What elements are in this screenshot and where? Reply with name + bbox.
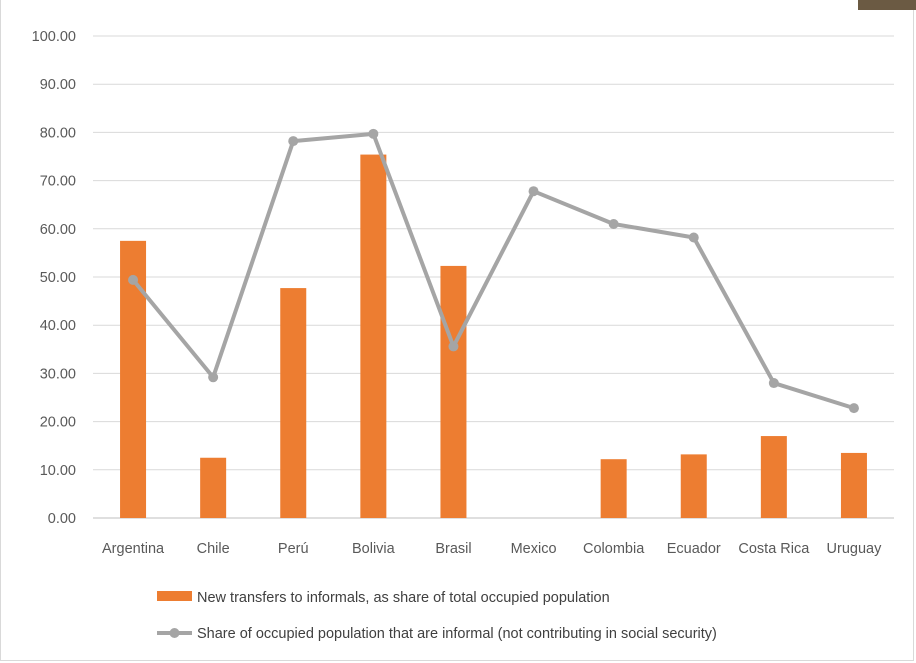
corner-decoration xyxy=(858,0,916,10)
series-line xyxy=(131,131,856,411)
line-point xyxy=(848,403,859,414)
bar xyxy=(120,240,147,518)
bar xyxy=(680,454,707,518)
x-tick-label: Chile xyxy=(197,541,230,557)
x-tick-label: Perú xyxy=(278,541,309,557)
legend-entry-bars: New transfers to informals, as share of … xyxy=(157,590,610,606)
x-tick-label: Mexico xyxy=(511,541,557,557)
y-tick-label: 40.00 xyxy=(40,318,76,334)
y-tick-label: 20.00 xyxy=(40,415,76,431)
line-point xyxy=(608,218,619,229)
x-tick-label: Ecuador xyxy=(667,541,721,557)
line-point xyxy=(288,136,299,147)
legend-bar-swatch xyxy=(157,591,192,601)
line-point xyxy=(128,274,139,285)
bar xyxy=(440,265,467,518)
legend-line-label: Share of occupied population that are in… xyxy=(197,626,717,642)
x-tick-label: Uruguay xyxy=(827,541,883,557)
y-tick-label: 60.00 xyxy=(40,222,76,238)
y-tick-label: 100.00 xyxy=(32,29,76,45)
y-axis-tick-labels: 0.00 10.00 20.00 30.00 40.00 50.00 60.00 70.00 8… xyxy=(32,29,76,527)
x-tick-label: Brasil xyxy=(435,541,471,557)
line-point xyxy=(448,341,459,352)
bar xyxy=(280,288,307,518)
bar xyxy=(600,459,627,518)
legend-bar-label: New transfers to informals, as share of … xyxy=(197,590,610,606)
y-tick-label: 30.00 xyxy=(40,366,76,382)
y-tick-label: 70.00 xyxy=(40,174,76,190)
line-series xyxy=(128,128,859,414)
x-tick-label: Colombia xyxy=(583,541,645,557)
x-axis-tick-labels: Argentina Chile Perú Bolivia Brasil Mexico Col… xyxy=(102,541,882,557)
bar xyxy=(200,457,227,518)
y-tick-label: 50.00 xyxy=(40,270,76,286)
bar xyxy=(840,452,867,518)
bar xyxy=(760,436,787,518)
y-tick-label: 10.00 xyxy=(40,463,76,479)
line-point xyxy=(528,186,539,197)
legend-line-marker xyxy=(169,628,180,638)
x-tick-label: Bolivia xyxy=(352,541,396,557)
y-tick-label: 0.00 xyxy=(48,511,76,527)
line-point xyxy=(768,378,779,389)
line-point xyxy=(368,128,379,139)
line-point xyxy=(208,372,219,383)
legend: New transfers to informals, as share of … xyxy=(157,590,717,642)
line-point xyxy=(688,232,699,243)
bar xyxy=(360,154,387,518)
x-tick-label: Costa Rica xyxy=(738,541,810,557)
x-tick-label: Argentina xyxy=(102,541,165,557)
gridlines xyxy=(93,35,894,519)
bar-series xyxy=(120,154,867,518)
legend-entry-line: Share of occupied population that are in… xyxy=(157,626,717,642)
y-tick-label: 90.00 xyxy=(40,77,76,93)
y-tick-label: 80.00 xyxy=(40,125,76,141)
